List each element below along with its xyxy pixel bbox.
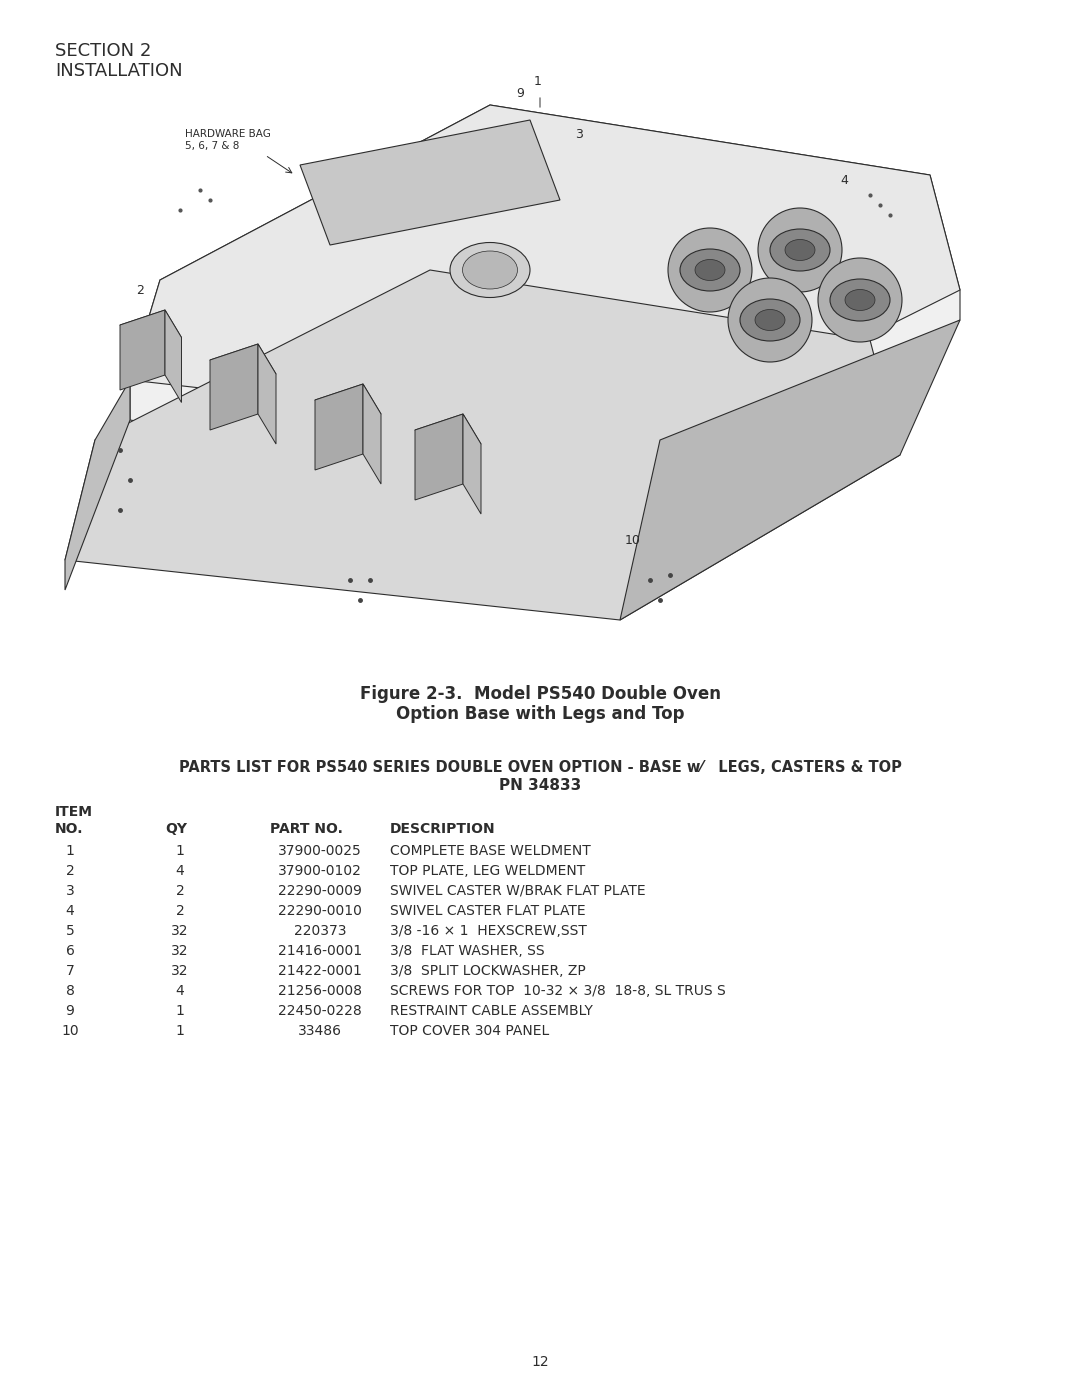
- Text: 1: 1: [176, 844, 185, 858]
- Text: HARDWARE BAG
5, 6, 7 & 8: HARDWARE BAG 5, 6, 7 & 8: [185, 129, 271, 151]
- Text: DESCRIPTION: DESCRIPTION: [390, 821, 496, 835]
- Polygon shape: [258, 344, 276, 444]
- Text: 2: 2: [66, 863, 75, 877]
- Ellipse shape: [450, 243, 530, 298]
- Text: 10: 10: [625, 534, 640, 546]
- Circle shape: [758, 208, 842, 292]
- Text: TOP PLATE, LEG WELDMENT: TOP PLATE, LEG WELDMENT: [390, 863, 585, 877]
- Polygon shape: [65, 270, 900, 620]
- Polygon shape: [130, 105, 960, 510]
- Text: 21256-0008: 21256-0008: [278, 983, 362, 997]
- Text: PART NO.: PART NO.: [270, 821, 342, 835]
- Text: 4: 4: [176, 983, 185, 997]
- Ellipse shape: [845, 289, 875, 310]
- Text: 3/8 -16 × 1  HEXSCREW,SST: 3/8 -16 × 1 HEXSCREW,SST: [390, 923, 586, 937]
- Text: COMPLETE BASE WELDMENT: COMPLETE BASE WELDMENT: [390, 844, 591, 858]
- Text: SCREWS FOR TOP  10-32 × 3/8  18-8, SL TRUS S: SCREWS FOR TOP 10-32 × 3/8 18-8, SL TRUS…: [390, 983, 726, 997]
- Text: 33486: 33486: [298, 1024, 342, 1038]
- Polygon shape: [363, 384, 381, 483]
- Ellipse shape: [785, 239, 815, 260]
- Text: SWIVEL CASTER W/BRAK FLAT PLATE: SWIVEL CASTER W/BRAK FLAT PLATE: [390, 884, 646, 898]
- Text: 21422-0001: 21422-0001: [278, 964, 362, 978]
- Polygon shape: [300, 120, 561, 244]
- Text: SECTION 2: SECTION 2: [55, 42, 151, 60]
- Text: 10: 10: [62, 1024, 79, 1038]
- Text: 4: 4: [66, 904, 75, 918]
- Text: 3/8  SPLIT LOCKWASHER, ZP: 3/8 SPLIT LOCKWASHER, ZP: [390, 964, 585, 978]
- Text: 9: 9: [516, 87, 524, 101]
- Polygon shape: [315, 384, 381, 430]
- Text: 1: 1: [535, 75, 542, 88]
- Circle shape: [818, 258, 902, 342]
- Text: INSTALLATION: INSTALLATION: [55, 61, 183, 80]
- Ellipse shape: [696, 260, 725, 281]
- Polygon shape: [620, 320, 960, 620]
- Polygon shape: [315, 384, 363, 469]
- Text: NO.: NO.: [55, 821, 83, 835]
- Text: PN 34833: PN 34833: [499, 778, 581, 793]
- Text: ITEM: ITEM: [55, 805, 93, 819]
- Polygon shape: [415, 414, 481, 460]
- Text: 6: 6: [66, 944, 75, 958]
- Text: 5: 5: [66, 923, 75, 937]
- Text: 1: 1: [176, 1024, 185, 1038]
- Polygon shape: [165, 310, 181, 402]
- Text: 2: 2: [176, 884, 185, 898]
- Circle shape: [728, 278, 812, 362]
- Polygon shape: [120, 310, 181, 352]
- Text: 3: 3: [66, 884, 75, 898]
- Ellipse shape: [755, 310, 785, 331]
- Circle shape: [669, 228, 752, 312]
- Text: 220373: 220373: [294, 923, 347, 937]
- Text: 32: 32: [172, 923, 189, 937]
- Text: Option Base with Legs and Top: Option Base with Legs and Top: [395, 705, 685, 724]
- Text: 2: 2: [176, 904, 185, 918]
- Text: 7: 7: [66, 964, 75, 978]
- Text: QY: QY: [165, 821, 187, 835]
- Text: 37900-0025: 37900-0025: [279, 844, 362, 858]
- Text: 1: 1: [66, 844, 75, 858]
- Text: RESTRAINT CABLE ASSEMBLY: RESTRAINT CABLE ASSEMBLY: [390, 1004, 593, 1018]
- Text: SWIVEL CASTER FLAT PLATE: SWIVEL CASTER FLAT PLATE: [390, 904, 585, 918]
- Text: 3/8  FLAT WASHER, SS: 3/8 FLAT WASHER, SS: [390, 944, 544, 958]
- Text: 2: 2: [136, 284, 144, 296]
- Text: 37900-0102: 37900-0102: [278, 863, 362, 877]
- Ellipse shape: [740, 299, 800, 341]
- Polygon shape: [65, 380, 130, 590]
- Ellipse shape: [680, 249, 740, 291]
- Text: 1: 1: [176, 1004, 185, 1018]
- Text: 22290-0009: 22290-0009: [278, 884, 362, 898]
- Text: 8: 8: [66, 983, 75, 997]
- Text: 4: 4: [840, 173, 848, 187]
- Text: PARTS LIST FOR PS540 SERIES DOUBLE OVEN OPTION - BASE w⁄   LEGS, CASTERS & TOP: PARTS LIST FOR PS540 SERIES DOUBLE OVEN …: [178, 760, 902, 775]
- Text: 32: 32: [172, 964, 189, 978]
- Polygon shape: [463, 414, 481, 514]
- Polygon shape: [210, 344, 258, 430]
- Text: 9: 9: [66, 1004, 75, 1018]
- Polygon shape: [120, 310, 165, 390]
- Text: 21416-0001: 21416-0001: [278, 944, 362, 958]
- Text: Figure 2-3.  Model PS540 Double Oven: Figure 2-3. Model PS540 Double Oven: [360, 685, 720, 703]
- Text: 12: 12: [531, 1355, 549, 1369]
- Text: 22450-0228: 22450-0228: [279, 1004, 362, 1018]
- Text: 4: 4: [176, 863, 185, 877]
- Text: 32: 32: [172, 944, 189, 958]
- Text: 3: 3: [575, 129, 583, 141]
- Ellipse shape: [462, 251, 517, 289]
- Ellipse shape: [770, 229, 831, 271]
- Ellipse shape: [831, 279, 890, 321]
- Text: 22290-0010: 22290-0010: [278, 904, 362, 918]
- Polygon shape: [130, 105, 960, 440]
- Text: TOP COVER 304 PANEL: TOP COVER 304 PANEL: [390, 1024, 550, 1038]
- Polygon shape: [210, 344, 276, 390]
- Polygon shape: [415, 414, 463, 500]
